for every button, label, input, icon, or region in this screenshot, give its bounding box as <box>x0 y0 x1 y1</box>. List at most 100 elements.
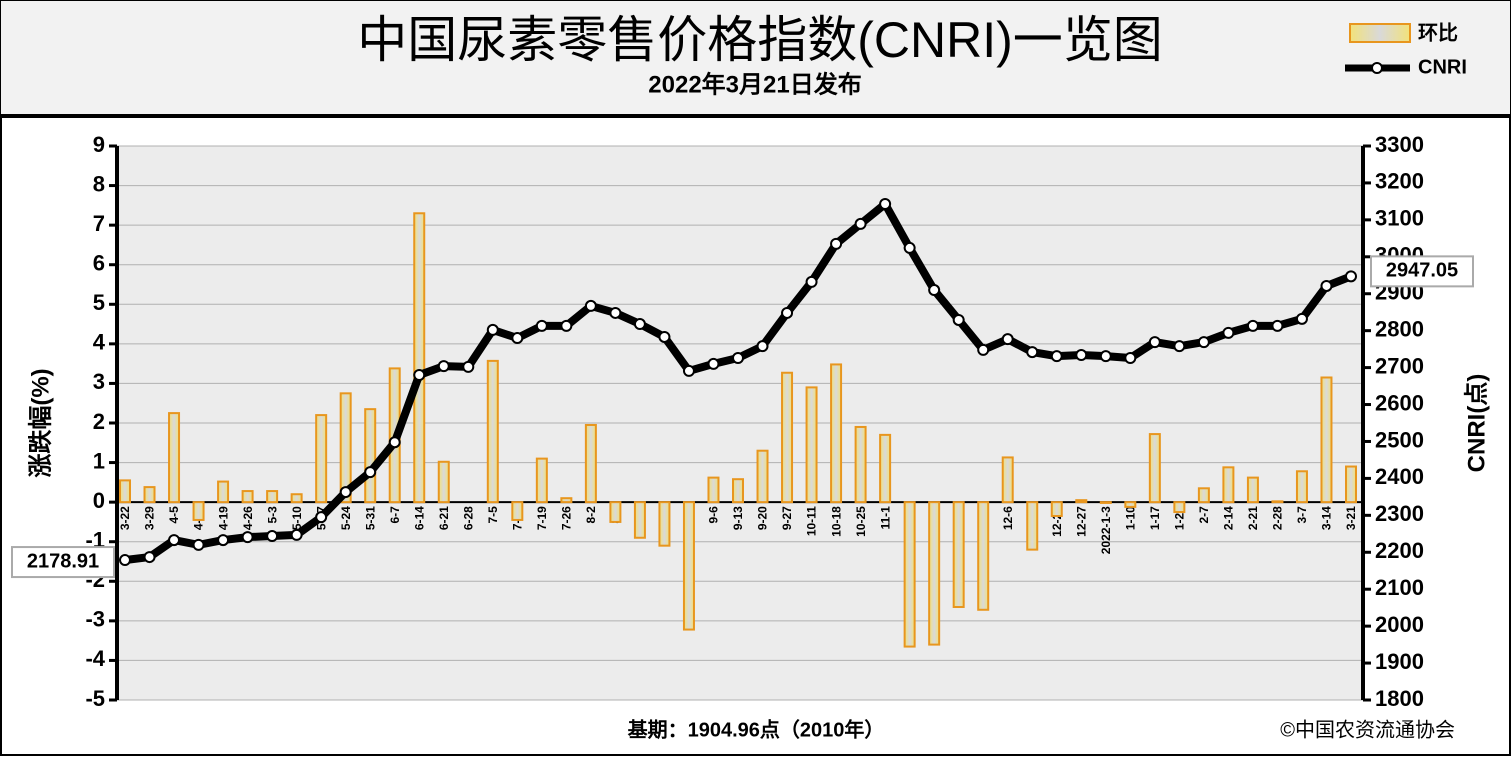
y-tick-label: 8 <box>93 171 105 196</box>
marker <box>315 511 328 524</box>
legend-bar-icon <box>1349 23 1411 43</box>
marker <box>1173 340 1186 353</box>
marker <box>1075 349 1088 362</box>
x-tick-label: 3-14 <box>1320 506 1334 530</box>
bar <box>1320 376 1333 504</box>
y-tick-label: 0 <box>93 488 105 513</box>
bar <box>1197 487 1210 504</box>
marker <box>1246 319 1259 332</box>
bar <box>143 486 156 504</box>
y2-tick-label: 2800 <box>1375 316 1424 341</box>
marker <box>290 528 303 541</box>
bar <box>1050 501 1063 517</box>
marker <box>1345 270 1357 283</box>
marker <box>707 357 720 370</box>
marker <box>486 323 499 336</box>
x-tick-label: 3-22 <box>118 506 132 530</box>
marker <box>511 332 524 345</box>
marker <box>1295 312 1308 325</box>
x-tick-label: 8-2 <box>584 506 598 524</box>
marker <box>805 275 818 288</box>
x-tick-label: 7-5 <box>486 506 500 524</box>
bar <box>879 433 892 504</box>
footnote: 基期：1904.96点（2010年） <box>628 717 885 741</box>
y2-tick-label: 2100 <box>1375 575 1424 600</box>
marker <box>266 530 279 543</box>
marker <box>413 368 426 381</box>
marker <box>903 241 916 254</box>
marker <box>977 343 990 356</box>
bar <box>1345 465 1357 504</box>
source: ©中国农资流通协会 <box>1280 718 1455 741</box>
marker <box>682 364 695 377</box>
bar <box>1271 500 1284 504</box>
marker <box>388 436 401 449</box>
bar <box>241 490 254 504</box>
x-tick-label: 2022-1-3 <box>1099 506 1113 554</box>
bar <box>364 408 377 504</box>
bar <box>315 414 328 504</box>
bar <box>658 501 671 547</box>
bar <box>168 412 181 504</box>
x-tick-label: 6-28 <box>461 506 475 530</box>
marker <box>830 237 843 250</box>
y2-tick-label: 1900 <box>1375 649 1424 674</box>
marker <box>756 340 769 353</box>
y-tick-label: -4 <box>85 646 105 671</box>
bar <box>119 479 131 504</box>
value-label: 2947.05 <box>1386 260 1458 282</box>
x-tick-label: 6-14 <box>412 506 426 530</box>
bar <box>756 449 769 504</box>
y2-tick-label: 2400 <box>1375 464 1424 489</box>
x-tick-label: 5-31 <box>363 506 377 530</box>
bar <box>633 501 646 539</box>
x-tick-label: 9-6 <box>707 506 721 524</box>
x-tick-label: 6-7 <box>388 506 402 524</box>
marker <box>1222 326 1235 339</box>
marker <box>633 318 646 331</box>
y-tick-label: 4 <box>93 330 106 355</box>
y2-tick-label: 2500 <box>1375 427 1424 452</box>
marker <box>364 466 377 479</box>
marker <box>781 306 794 319</box>
x-tick-label: 5-3 <box>265 506 279 524</box>
y2-tick-label: 3200 <box>1375 169 1424 194</box>
x-tick-label: 1-10 <box>1123 506 1137 530</box>
bar <box>560 497 573 504</box>
marker <box>168 534 181 547</box>
marker <box>1099 350 1112 363</box>
marker <box>658 330 671 343</box>
legend-marker <box>1371 62 1383 74</box>
x-tick-label: 3-29 <box>143 506 157 530</box>
y-tick-label: -5 <box>85 686 105 711</box>
value-label: 2178.91 <box>27 550 99 572</box>
bar <box>830 363 843 504</box>
marker <box>609 306 622 319</box>
x-tick-label: 3-21 <box>1344 506 1358 530</box>
chart-subtitle: 2022年3月21日发布 <box>648 70 861 98</box>
bar <box>1124 501 1137 508</box>
marker <box>1124 351 1137 364</box>
x-tick-label: 6-21 <box>437 506 451 530</box>
x-tick-label: 5-24 <box>339 506 353 530</box>
bar <box>1148 433 1161 504</box>
marker <box>535 319 548 332</box>
marker <box>1001 333 1014 346</box>
value-label-box <box>11 546 115 579</box>
bar <box>682 501 695 631</box>
bar <box>609 501 622 523</box>
y2-tick-label: 2700 <box>1375 353 1424 378</box>
x-tick-label: 9-13 <box>731 506 745 530</box>
marker <box>1271 319 1284 332</box>
bar <box>952 501 965 609</box>
y2-tick-label: 1800 <box>1375 686 1424 711</box>
bar <box>192 501 205 521</box>
y2-tick-label: 2300 <box>1375 501 1424 526</box>
bar <box>805 386 818 504</box>
bar <box>1295 470 1308 504</box>
y-tick-label: 2 <box>93 409 105 434</box>
legend-label: 环比 <box>1418 21 1458 44</box>
marker <box>584 299 597 312</box>
x-tick-label: 3-7 <box>1295 506 1309 524</box>
